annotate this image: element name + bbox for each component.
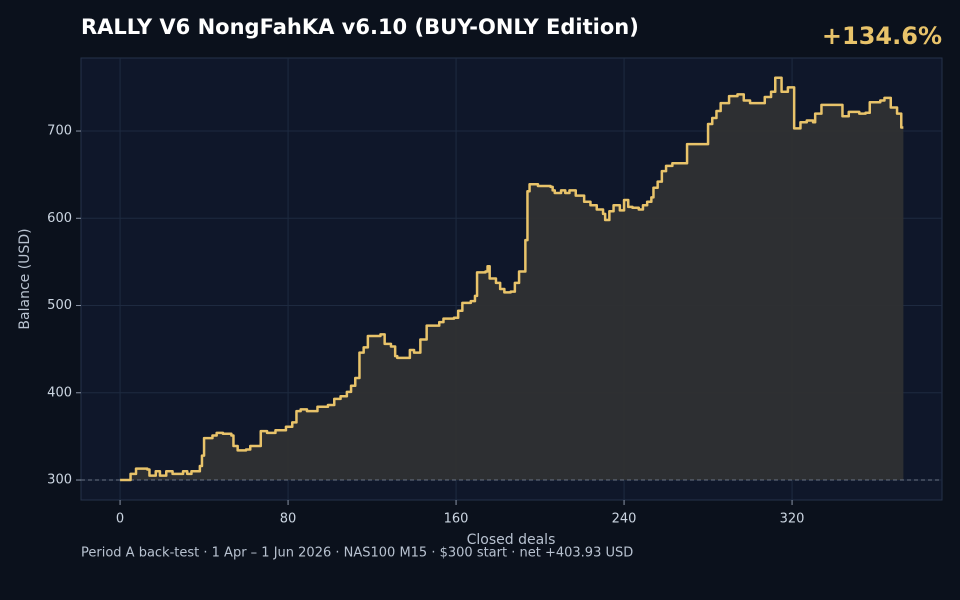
- balance-line: [120, 76, 904, 482]
- x-tick-label: 160: [444, 512, 469, 527]
- x-axis-label: Closed deals: [467, 532, 556, 548]
- footer: Period A back-test · 1 Apr – 1 Jun 2026 …: [81, 546, 633, 561]
- y-tick-label: 400: [47, 385, 72, 400]
- balance-area: [120, 77, 904, 481]
- y-tick-label: 700: [47, 124, 72, 139]
- y-axis-label: Balance (USD): [17, 228, 33, 329]
- y-tick-label: 300: [47, 473, 72, 488]
- y-tick-label: 600: [47, 211, 72, 226]
- return-annotation: +134.6%: [822, 22, 942, 50]
- x-tick-label: 80: [280, 512, 297, 527]
- chart-title: RALLY V6 NongFahKA v6.10 (BUY-ONLY Editi…: [81, 15, 639, 39]
- x-tick-label: 0: [116, 512, 124, 527]
- x-tick-label: 240: [612, 512, 637, 527]
- y-tick-label: 500: [47, 298, 72, 313]
- x-tick-label: 320: [780, 512, 805, 527]
